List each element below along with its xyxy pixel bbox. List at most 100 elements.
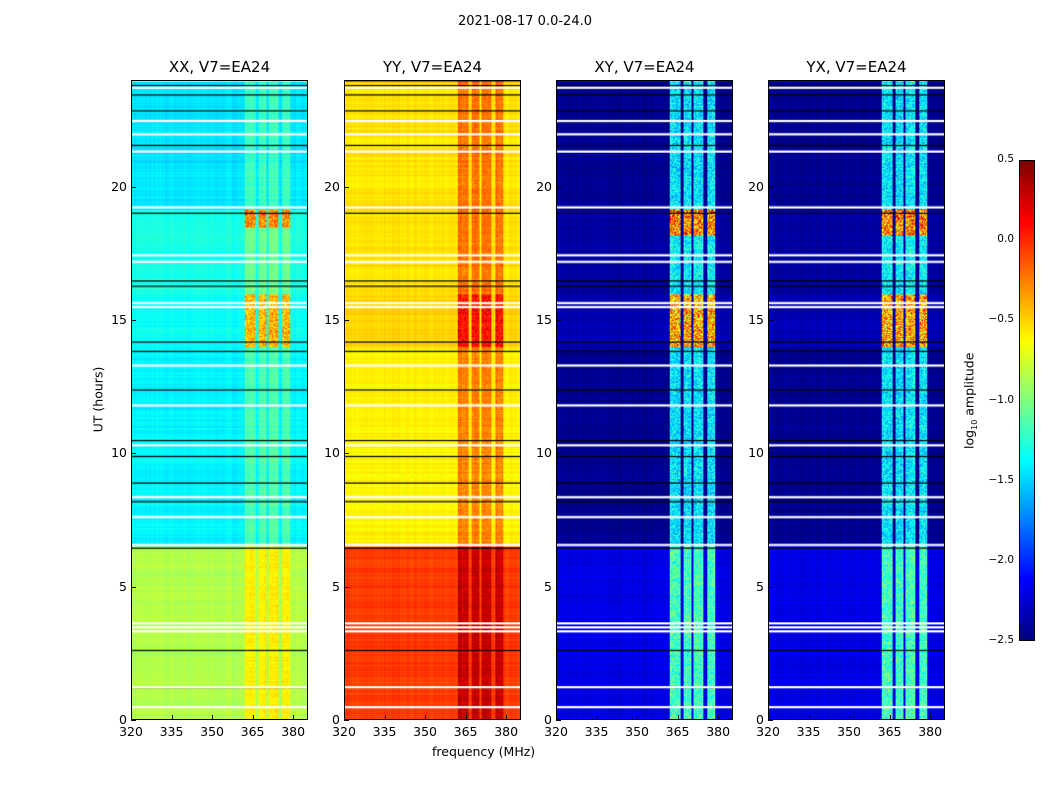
x-tick-mark [252, 715, 254, 720]
y-tick-mark [556, 320, 561, 321]
x-tick-mark [171, 715, 173, 720]
y-tick-label: 15 [748, 312, 764, 327]
y-tick-label: 0 [119, 712, 127, 727]
y-tick-label: 15 [324, 312, 340, 327]
y-tick-mark [556, 186, 561, 188]
x-tick-label: 320 [544, 724, 568, 739]
y-tick-label: 0 [756, 712, 764, 727]
y-tick-mark [131, 320, 136, 321]
x-tick-label: 335 [372, 724, 397, 739]
colorbar-tick-label: −1.5 [988, 473, 1015, 486]
y-tick-mark [556, 586, 561, 588]
colorbar-tick-label: −2.0 [988, 553, 1015, 566]
colorbar-label-main: log [961, 429, 977, 449]
y-tick-mark [131, 720, 136, 721]
y-tick-label: 10 [536, 445, 552, 461]
y-tick-label: 10 [111, 445, 127, 461]
y-tick-label: 15 [536, 312, 552, 327]
y-tick-mark [344, 186, 349, 188]
x-tick-mark [465, 715, 467, 720]
x-tick-mark [384, 715, 386, 720]
y-tick-mark [768, 453, 773, 455]
x-tick-label: 350 [837, 724, 861, 739]
x-tick-mark [506, 715, 508, 720]
x-tick-mark [596, 715, 598, 720]
x-tick-mark [344, 715, 345, 720]
colorbar [1019, 160, 1035, 641]
y-tick-label: 5 [544, 578, 552, 594]
heatmap-panel [344, 80, 521, 720]
y-tick-label: 10 [324, 445, 340, 461]
x-tick-label: 380 [918, 724, 943, 739]
panel-title: XX, V7=EA24 [168, 58, 271, 76]
x-tick-mark [808, 715, 810, 720]
y-tick-mark [768, 586, 773, 588]
y-tick-label: 20 [111, 178, 127, 194]
x-tick-mark [889, 715, 891, 720]
colorbar-tick-label: −1.0 [988, 393, 1015, 406]
y-tick-label: 5 [119, 578, 127, 594]
x-tick-label: 365 [240, 724, 265, 739]
x-tick-mark [849, 715, 851, 720]
x-axis-label: frequency (MHz) [432, 744, 536, 759]
heatmap-panel [768, 80, 945, 720]
x-tick-mark [212, 715, 214, 720]
x-tick-mark [768, 715, 769, 720]
panel-title: YX, V7=EA24 [806, 58, 907, 76]
panel-title: XY, V7=EA24 [594, 58, 695, 76]
y-tick-mark [768, 320, 773, 321]
x-tick-label: 320 [119, 724, 143, 739]
colorbar-tick-label: −0.5 [988, 313, 1015, 326]
panel-title: YY, V7=EA24 [382, 58, 483, 76]
x-tick-mark [677, 715, 679, 720]
y-tick-label: 0 [332, 712, 340, 727]
x-tick-mark [293, 715, 295, 720]
x-tick-label: 365 [453, 724, 478, 739]
x-tick-mark [131, 715, 132, 720]
colorbar-tick-label: 0.5 [997, 153, 1014, 165]
y-tick-label: 5 [332, 578, 340, 594]
x-tick-mark [425, 715, 427, 720]
x-tick-label: 380 [494, 724, 519, 739]
y-tick-label: 5 [756, 578, 764, 594]
y-axis-label: UT (hours) [90, 366, 106, 433]
y-tick-label: 10 [748, 445, 764, 461]
y-tick-label: 20 [324, 178, 340, 194]
x-tick-label: 365 [665, 724, 690, 739]
x-tick-label: 365 [877, 724, 902, 739]
x-tick-label: 350 [413, 724, 437, 739]
x-tick-label: 350 [200, 724, 224, 739]
y-tick-mark [344, 720, 349, 721]
x-tick-label: 335 [584, 724, 609, 739]
x-tick-mark [930, 715, 932, 720]
y-tick-mark [344, 453, 349, 455]
y-tick-mark [768, 186, 773, 188]
x-tick-label: 320 [756, 724, 780, 739]
y-tick-label: 20 [748, 178, 764, 194]
figure-title: 2021-08-17 0.0-24.0 [458, 14, 592, 29]
x-tick-label: 335 [796, 724, 821, 739]
colorbar-tick-label: 0.0 [997, 233, 1014, 246]
x-tick-label: 380 [281, 724, 306, 739]
y-tick-mark [344, 586, 349, 588]
y-tick-mark [556, 453, 561, 455]
heatmap-panel [131, 80, 308, 720]
x-tick-label: 335 [159, 724, 184, 739]
x-tick-label: 350 [625, 724, 649, 739]
y-tick-mark [344, 320, 349, 321]
x-tick-mark [637, 715, 639, 720]
y-tick-mark [131, 186, 136, 188]
heatmap-panel [556, 80, 733, 720]
y-tick-mark [556, 720, 561, 721]
y-tick-label: 0 [544, 712, 552, 727]
x-tick-mark [556, 715, 557, 720]
x-tick-label: 380 [706, 724, 731, 739]
y-tick-mark [131, 586, 136, 588]
y-tick-label: 20 [536, 178, 552, 194]
colorbar-label-sub: 10 [969, 419, 979, 430]
x-tick-mark [718, 715, 720, 720]
y-tick-mark [131, 453, 136, 455]
y-tick-mark [768, 720, 773, 721]
colorbar-tick-label: −2.5 [988, 634, 1015, 646]
